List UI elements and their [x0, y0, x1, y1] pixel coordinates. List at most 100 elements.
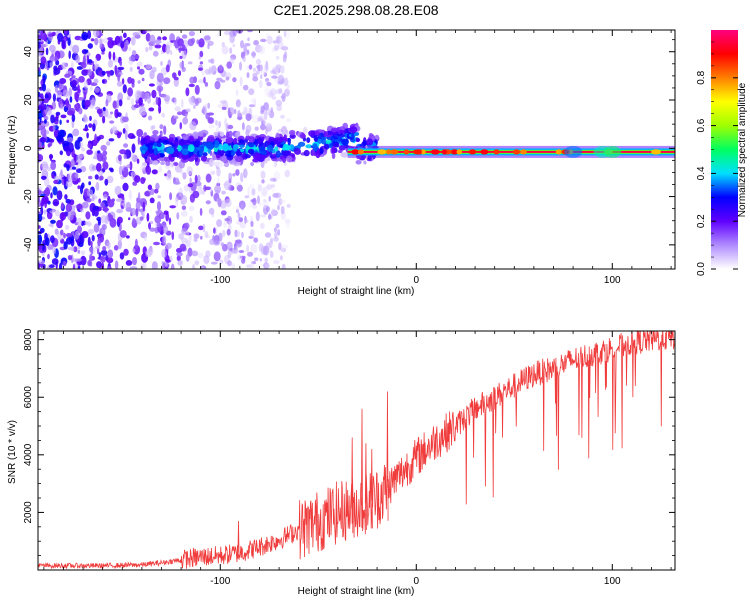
heatmap-cell	[165, 259, 171, 263]
heatmap-cell	[179, 122, 183, 130]
heatmap-cell	[225, 76, 230, 81]
heatmap-cell	[181, 44, 186, 52]
heatmap-cell	[173, 162, 179, 166]
heatmap-cell	[146, 212, 150, 222]
heatmap-cell	[363, 160, 367, 165]
heatmap-cell	[226, 131, 230, 139]
heatmap-cell	[87, 43, 94, 49]
heatmap-cell	[93, 223, 100, 233]
heatmap-cell	[60, 114, 67, 119]
heatmap-cell	[170, 263, 175, 269]
heatmap-cell	[126, 235, 130, 239]
heatmap-cell	[49, 153, 53, 161]
heatmap-cell	[245, 113, 252, 121]
heatmap-cell	[145, 46, 149, 53]
heatmap-cell	[77, 225, 82, 234]
heatmap-cell	[150, 188, 155, 196]
heatmap-cell	[49, 61, 53, 68]
heatmap-cell	[137, 80, 141, 84]
heatmap-cell	[261, 179, 265, 184]
heatmap-cell	[130, 135, 136, 139]
heatmap-cell	[242, 256, 246, 261]
heatmap-cell	[235, 99, 241, 108]
heatmap-cell	[235, 208, 240, 214]
heatmap-cell	[43, 209, 47, 215]
heatmap-cell	[337, 149, 343, 154]
heatmap-cell	[153, 50, 159, 57]
heatmap-cell	[87, 68, 92, 77]
heatmap-cell	[275, 64, 282, 70]
heatmap-cell	[74, 104, 78, 111]
heatmap-cell	[173, 181, 181, 185]
heatmap-cell	[138, 198, 146, 202]
tone-core	[347, 150, 675, 153]
heatmap-cell	[44, 187, 50, 197]
heatmap-cell	[176, 111, 183, 116]
heatmap-cell	[260, 123, 266, 131]
heatmap-cell	[114, 35, 121, 46]
heatmap-cell	[92, 123, 96, 132]
heatmap-cell	[89, 246, 96, 255]
heatmap-cell	[205, 141, 213, 149]
heatmap-cell	[331, 145, 336, 154]
heatmap-cell	[165, 161, 171, 167]
heatmap-cell	[280, 114, 285, 119]
heatmap-cell	[198, 38, 205, 48]
heatmap-cell	[154, 39, 162, 44]
heatmap-cell	[38, 112, 43, 118]
heatmap-cell	[273, 171, 281, 181]
heatmap-cell	[231, 186, 235, 191]
heatmap-cell	[351, 132, 355, 139]
heatmap-cell	[179, 55, 183, 60]
heatmap-cell	[212, 240, 221, 246]
heatmap-cell	[210, 58, 215, 64]
heatmap-cell	[226, 61, 232, 69]
heatmap-cell	[165, 242, 172, 249]
heatmap-cell	[250, 261, 254, 269]
heatmap-cell	[412, 149, 423, 155]
heatmap-cell	[159, 124, 164, 130]
heatmap-cell	[65, 233, 73, 238]
heatmap-cell	[260, 222, 265, 229]
heatmap-cell	[123, 166, 129, 175]
heatmap-cell	[275, 192, 282, 199]
heatmap-cell	[56, 219, 63, 229]
heatmap-cell	[255, 154, 261, 161]
heatmap-cell	[62, 89, 69, 98]
heatmap-cell	[114, 65, 118, 75]
heatmap-cell	[168, 152, 173, 161]
heatmap-cell	[95, 53, 102, 61]
heatmap-cell	[263, 102, 270, 111]
heatmap-cell	[94, 174, 99, 180]
heatmap-cell	[246, 244, 250, 253]
heatmap-cell	[242, 56, 246, 63]
heatmap-cell	[228, 172, 233, 181]
heatmap-cell	[178, 233, 185, 240]
heatmap-cell	[253, 98, 257, 108]
heatmap-cell	[102, 150, 108, 156]
heatmap-cell	[181, 66, 186, 73]
heatmap-cell	[50, 235, 55, 244]
heatmap-cell	[106, 175, 114, 184]
heatmap-cell	[171, 231, 175, 241]
heatmap-cell	[248, 142, 255, 148]
heatmap-cell	[264, 257, 268, 263]
heatmap-cell	[94, 57, 98, 67]
heatmap-cell	[239, 76, 243, 87]
heatmap-cell	[214, 185, 222, 194]
heatmap-cell	[136, 158, 140, 164]
heatmap-cell	[269, 239, 273, 248]
heatmap-cell	[51, 31, 56, 37]
heatmap-cell	[74, 258, 82, 262]
heatmap-cell	[238, 250, 245, 253]
heatmap-cell	[216, 167, 221, 177]
heatmap-cell	[290, 144, 294, 151]
heatmap-cell	[148, 222, 151, 230]
heatmap-cell	[349, 126, 358, 133]
heatmap-cell	[106, 114, 113, 119]
heatmap-cell	[156, 142, 162, 148]
spectrogram-xtick-label: 100	[604, 275, 621, 286]
heatmap-cell	[141, 77, 145, 82]
heatmap-cell	[84, 221, 88, 226]
heatmap-cell	[65, 198, 71, 204]
